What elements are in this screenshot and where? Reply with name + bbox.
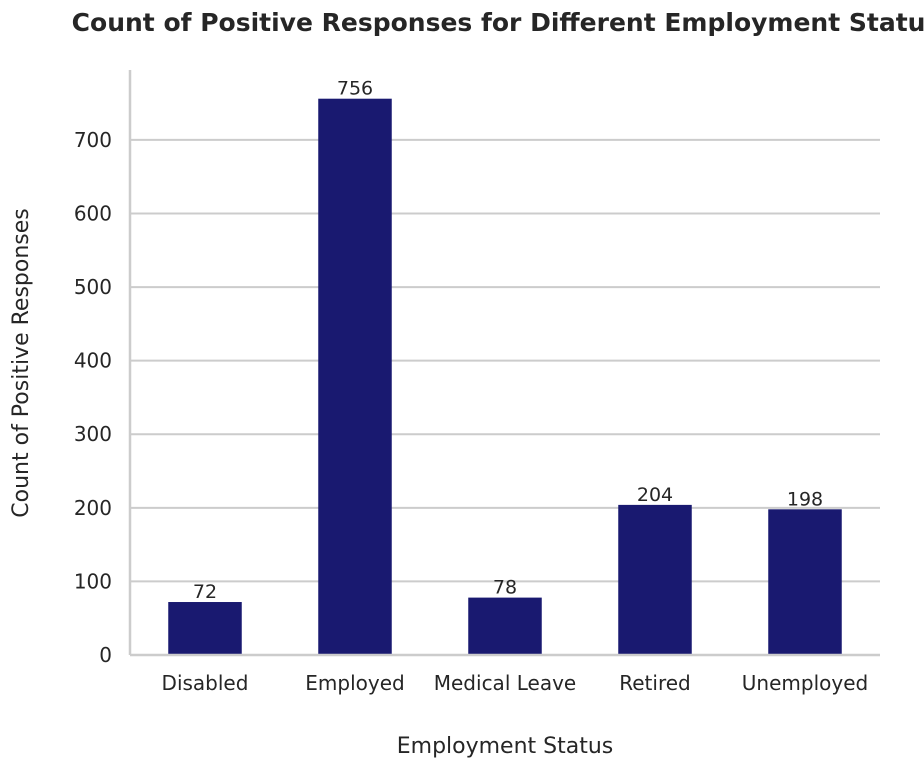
bar-medical-leave	[468, 597, 542, 655]
y-tick-label-100: 100	[74, 569, 112, 593]
data-label-unemployed: 198	[787, 488, 823, 510]
y-axis-label: Count of Positive Responses	[9, 208, 34, 517]
bar-unemployed	[768, 509, 842, 655]
y-tick-label-400: 400	[74, 349, 112, 373]
x-axis-label: Employment Status	[397, 734, 614, 759]
y-tick-label-500: 500	[74, 275, 112, 299]
y-tick-label-200: 200	[74, 496, 112, 520]
y-tick-labels: 0 100 200 300 400 500 600 700	[74, 128, 112, 667]
data-labels: 72 756 78 204 198	[193, 78, 823, 603]
data-label-disabled: 72	[193, 581, 217, 603]
bar-retired	[618, 504, 692, 655]
y-tick-label-600: 600	[74, 201, 112, 225]
bar-disabled	[168, 602, 242, 655]
y-tick-label-700: 700	[74, 128, 112, 152]
bar-employed	[318, 98, 392, 655]
data-label-retired: 204	[637, 484, 673, 506]
bars	[168, 98, 842, 655]
y-tick-label-0: 0	[99, 643, 112, 667]
gridlines	[130, 138, 880, 583]
y-tick-label-300: 300	[74, 422, 112, 446]
x-tick-label-unemployed: Unemployed	[742, 671, 868, 695]
x-tick-labels: Disabled Employed Medical Leave Retired Unem…	[162, 671, 869, 695]
x-tick-label-medical-leave: Medical Leave	[434, 671, 576, 695]
data-label-employed: 756	[337, 78, 373, 100]
data-label-medical-leave: 78	[493, 577, 517, 599]
x-tick-label-disabled: Disabled	[162, 671, 249, 695]
axes	[128, 70, 880, 657]
chart-title: Count of Positive Responses for Differen…	[72, 8, 924, 37]
x-tick-label-employed: Employed	[305, 671, 404, 695]
x-tick-label-retired: Retired	[619, 671, 690, 695]
